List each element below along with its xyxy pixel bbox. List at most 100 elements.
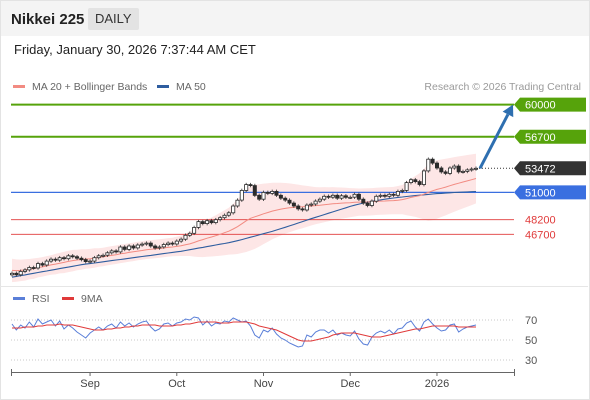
ma50-line <box>11 190 477 278</box>
x-tick-label: Oct <box>168 378 185 390</box>
candle-body <box>105 252 110 256</box>
candle <box>408 177 413 185</box>
timestamp: Friday, January 30, 2026 7:37:44 AM CET <box>14 42 256 57</box>
candle <box>252 183 257 198</box>
candle <box>235 198 240 208</box>
candle-body <box>140 243 145 246</box>
candle-body <box>395 190 400 196</box>
candle <box>127 244 132 252</box>
candle <box>105 251 110 258</box>
candle-body <box>161 244 166 248</box>
candle <box>265 190 270 196</box>
candle-body <box>374 195 379 202</box>
candle <box>387 192 392 199</box>
candle <box>66 253 71 261</box>
candle <box>248 182 253 188</box>
candle <box>413 177 418 184</box>
candle-body <box>9 272 14 276</box>
rsi-legend-swatch <box>62 297 74 300</box>
candle <box>452 164 457 170</box>
rsi-legend-label: RSI <box>32 293 50 305</box>
candle <box>304 203 309 212</box>
candle-body <box>391 193 396 196</box>
candle-body <box>322 195 327 200</box>
candle <box>36 261 41 270</box>
candle-body <box>187 232 192 236</box>
ma20-line <box>11 178 477 272</box>
period-badge[interactable]: DAILY <box>88 8 139 30</box>
candle-body <box>170 242 175 245</box>
candle-body <box>70 255 75 258</box>
candle-body <box>166 242 171 246</box>
candle-body <box>226 212 231 216</box>
candle-body <box>343 195 348 198</box>
candle-body <box>114 250 119 253</box>
candle-body <box>252 185 257 196</box>
candle <box>209 218 214 225</box>
level-tag-text: 51000 <box>525 187 556 199</box>
candle-body <box>92 257 97 262</box>
candle <box>49 257 54 263</box>
candle-body <box>270 190 275 194</box>
rsi-legend-swatch <box>13 297 25 300</box>
candle-body <box>44 260 49 266</box>
rsi-tick-label: 70 <box>525 315 537 327</box>
candle <box>192 225 197 236</box>
candle-body <box>352 193 357 198</box>
candle-body <box>31 267 36 269</box>
candle <box>109 249 114 255</box>
candle-body <box>144 242 149 245</box>
candle <box>417 179 422 187</box>
candle-body <box>356 193 361 200</box>
candle <box>53 257 58 262</box>
candle-body <box>49 258 54 262</box>
candle-body <box>122 246 127 250</box>
candle-body <box>304 204 309 211</box>
candle <box>118 245 123 254</box>
candle <box>400 188 405 194</box>
candle <box>395 189 400 198</box>
candle <box>179 237 184 243</box>
candle-body <box>248 184 253 187</box>
candle-body <box>179 238 184 242</box>
candle-body <box>53 258 58 261</box>
candlesticks <box>9 157 478 277</box>
candle-body <box>413 179 418 182</box>
candle-body <box>469 168 474 171</box>
candle-body <box>339 195 344 199</box>
candle <box>274 189 279 198</box>
candle <box>330 193 335 200</box>
candle-body <box>231 205 236 214</box>
candle-body <box>278 194 283 199</box>
candle-body <box>291 202 296 207</box>
candle-body <box>174 240 179 245</box>
candle-body <box>283 197 288 201</box>
candle <box>421 169 426 187</box>
candle-body <box>387 193 392 197</box>
candle-body <box>296 205 301 210</box>
candle <box>75 254 80 260</box>
candle-body <box>109 250 114 254</box>
candle <box>226 211 231 218</box>
candle-body <box>205 220 210 224</box>
price-legend: MA 20 + Bollinger Bands MA 50 Research © 2… <box>13 81 581 93</box>
candle-body <box>148 242 153 247</box>
candle <box>222 213 227 220</box>
candle <box>378 193 383 199</box>
candle-body <box>335 194 340 199</box>
candle-body <box>382 194 387 197</box>
candle-body <box>157 246 162 249</box>
chart-header: Nikkei 225 DAILY <box>1 1 589 36</box>
candle-body <box>326 195 331 198</box>
candle <box>391 192 396 198</box>
legend-swatch <box>157 85 169 88</box>
level-tag-box <box>514 161 586 176</box>
candle-body <box>75 256 80 259</box>
candle <box>213 217 218 225</box>
candle-body <box>421 170 426 185</box>
candle-body <box>465 169 470 172</box>
candle <box>343 194 348 200</box>
candle-body <box>79 257 84 261</box>
instrument-title: Nikkei 225 <box>11 11 85 28</box>
